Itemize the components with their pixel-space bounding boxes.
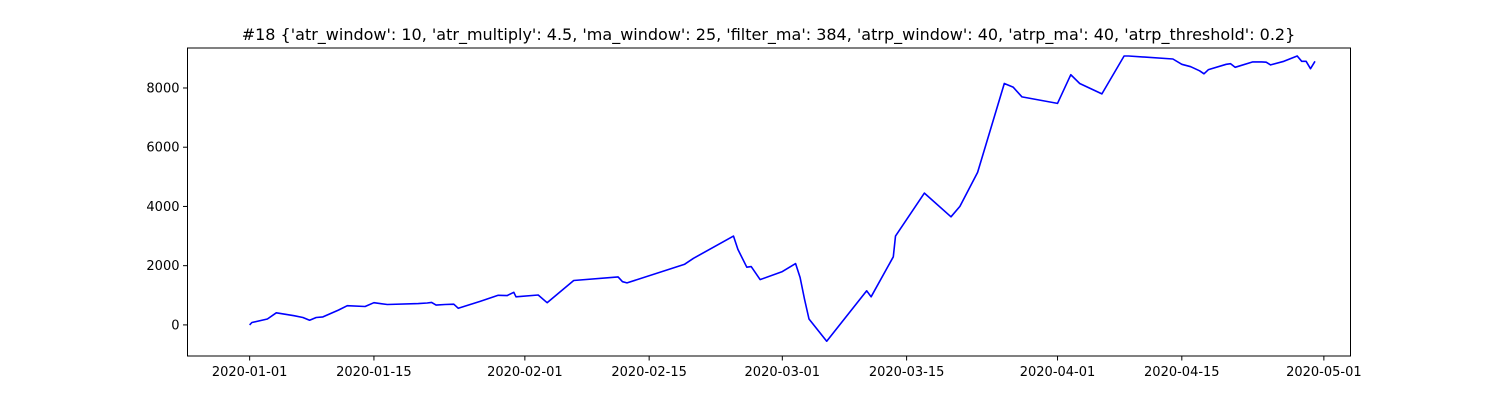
x-tick-label: 2020-01-15 <box>336 365 412 380</box>
x-tick-label: 2020-04-01 <box>1020 365 1096 380</box>
y-tick-label: 0 <box>171 318 179 333</box>
x-tick-label: 2020-03-15 <box>869 365 945 380</box>
x-axis: 2020-01-01 2020-01-15 2020-02-01 2020-02-15… <box>212 356 1362 380</box>
x-tick-label: 2020-05-01 <box>1286 365 1362 380</box>
y-tick-label: 8000 <box>146 81 179 96</box>
y-tick-label: 4000 <box>146 200 179 215</box>
x-tick-label: 2020-01-01 <box>212 365 288 380</box>
y-axis: 0 2000 4000 6000 8000 <box>146 81 188 333</box>
x-tick-label: 2020-04-15 <box>1144 365 1220 380</box>
series-layer <box>249 55 1316 342</box>
x-tick-label: 2020-02-15 <box>611 365 687 380</box>
y-tick-label: 2000 <box>146 259 179 274</box>
y-tick-label: 6000 <box>146 141 179 156</box>
series-line <box>249 55 1316 342</box>
x-tick-label: 2020-02-01 <box>487 365 563 380</box>
chart-title: #18 {'atr_window': 10, 'atr_multiply': 4… <box>242 25 1296 45</box>
plot-area <box>187 47 1351 357</box>
x-tick-label: 2020-03-01 <box>745 365 821 380</box>
